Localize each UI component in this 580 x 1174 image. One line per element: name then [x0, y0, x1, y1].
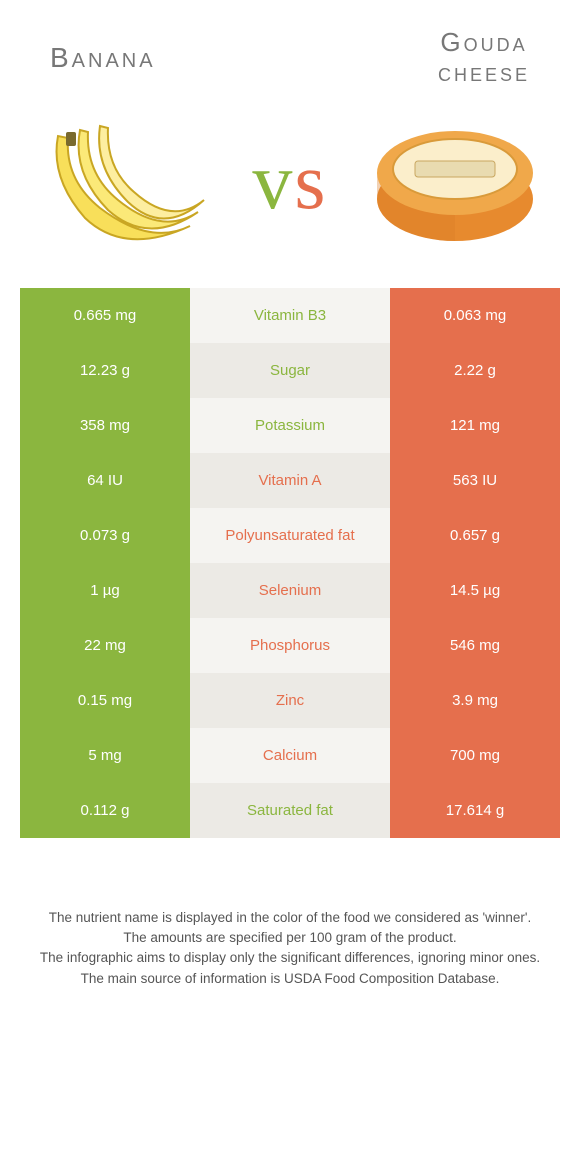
value-banana: 12.23 g: [20, 343, 190, 398]
value-cheese: 0.657 g: [390, 508, 560, 563]
value-banana: 1 µg: [20, 563, 190, 618]
value-banana: 22 mg: [20, 618, 190, 673]
table-row: 0.112 gSaturated fat17.614 g: [20, 783, 560, 838]
table-row: 0.073 gPolyunsaturated fat0.657 g: [20, 508, 560, 563]
value-banana: 0.15 mg: [20, 673, 190, 728]
value-cheese: 121 mg: [390, 398, 560, 453]
vs-label: vs: [252, 137, 327, 228]
value-banana: 0.665 mg: [20, 288, 190, 343]
nutrient-label: Polyunsaturated fat: [190, 508, 390, 563]
nutrient-label: Vitamin B3: [190, 288, 390, 343]
value-cheese: 14.5 µg: [390, 563, 560, 618]
value-cheese: 2.22 g: [390, 343, 560, 398]
table-row: 12.23 gSugar2.22 g: [20, 343, 560, 398]
nutrient-label: Calcium: [190, 728, 390, 783]
title-cheese-l1: Gouda: [440, 27, 527, 57]
nutrition-table: 0.665 mgVitamin B30.063 mg12.23 gSugar2.…: [20, 288, 560, 838]
table-row: 1 µgSelenium14.5 µg: [20, 563, 560, 618]
nutrient-label: Sugar: [190, 343, 390, 398]
footnote-line: The infographic aims to display only the…: [30, 948, 550, 968]
nutrient-label: Selenium: [190, 563, 390, 618]
value-banana: 0.073 g: [20, 508, 190, 563]
value-banana: 5 mg: [20, 728, 190, 783]
table-row: 5 mgCalcium700 mg: [20, 728, 560, 783]
title-cheese: Gouda cheese: [438, 28, 530, 88]
value-banana: 64 IU: [20, 453, 190, 508]
title-banana: Banana: [50, 28, 156, 88]
nutrient-label: Zinc: [190, 673, 390, 728]
nutrient-label: Phosphorus: [190, 618, 390, 673]
value-cheese: 546 mg: [390, 618, 560, 673]
vs-v: v: [252, 137, 294, 228]
vs-s: s: [294, 137, 327, 228]
nutrient-label: Saturated fat: [190, 783, 390, 838]
table-row: 358 mgPotassium121 mg: [20, 398, 560, 453]
value-cheese: 0.063 mg: [390, 288, 560, 343]
footnotes: The nutrient name is displayed in the co…: [0, 838, 580, 989]
nutrient-label: Potassium: [190, 398, 390, 453]
banana-icon: [30, 108, 210, 258]
footnote-line: The nutrient name is displayed in the co…: [30, 908, 550, 928]
value-cheese: 17.614 g: [390, 783, 560, 838]
table-row: 64 IUVitamin A563 IU: [20, 453, 560, 508]
footnote-line: The main source of information is USDA F…: [30, 969, 550, 989]
value-banana: 0.112 g: [20, 783, 190, 838]
hero-row: vs: [0, 88, 580, 288]
title-cheese-l2: cheese: [438, 57, 530, 87]
value-cheese: 3.9 mg: [390, 673, 560, 728]
nutrient-label: Vitamin A: [190, 453, 390, 508]
footnote-line: The amounts are specified per 100 gram o…: [30, 928, 550, 948]
value-cheese: 700 mg: [390, 728, 560, 783]
table-row: 0.665 mgVitamin B30.063 mg: [20, 288, 560, 343]
table-row: 22 mgPhosphorus546 mg: [20, 618, 560, 673]
value-banana: 358 mg: [20, 398, 190, 453]
value-cheese: 563 IU: [390, 453, 560, 508]
cheese-icon: [370, 113, 540, 253]
table-row: 0.15 mgZinc3.9 mg: [20, 673, 560, 728]
